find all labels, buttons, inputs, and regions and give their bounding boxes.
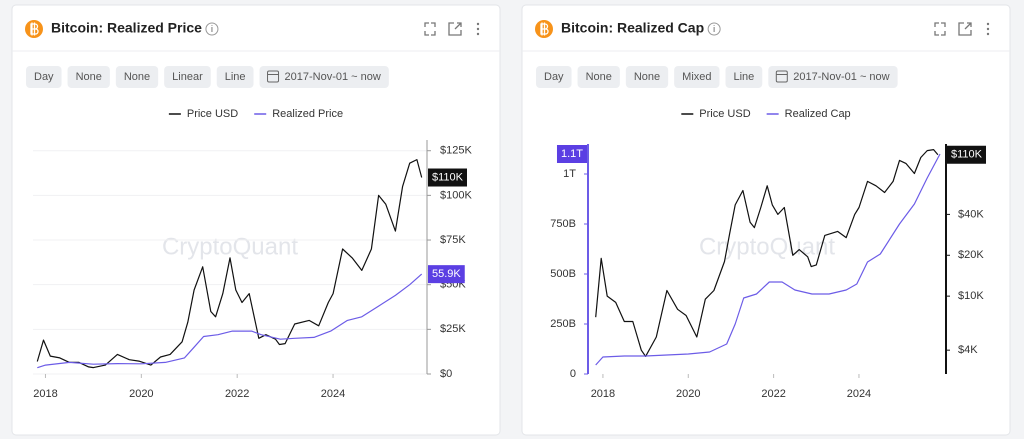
value-badge-label: $110K: [951, 149, 983, 161]
y-tick-label: 0: [570, 368, 576, 380]
value-badge: [428, 265, 465, 284]
menu-dot[interactable]: [476, 32, 480, 36]
x-tick-label: 2022: [761, 388, 785, 400]
watermark: CryptoQuant: [699, 233, 835, 260]
legend-label: Realized Cap: [785, 108, 851, 120]
watermark: CryptoQuant: [162, 233, 298, 260]
value-badge: [947, 145, 986, 164]
x-tick-label: 2024: [321, 388, 345, 400]
control-label: Mixed: [682, 71, 711, 83]
control-button[interactable]: [674, 66, 720, 88]
legend-label: Realized Price: [272, 108, 343, 120]
y2-tick-label: $10K: [958, 290, 984, 302]
value-badge-label: 1.1T: [561, 148, 583, 160]
menu-dot[interactable]: [986, 32, 990, 36]
y-tick-label: 1T: [563, 168, 576, 180]
control-button[interactable]: [216, 66, 254, 88]
calendar-icon: [267, 70, 280, 83]
control-button[interactable]: [115, 66, 159, 88]
control-label: Line: [734, 71, 755, 83]
control-button[interactable]: [26, 66, 62, 88]
series-line: [595, 153, 941, 366]
control-button[interactable]: [67, 66, 110, 88]
y2-tick-label: $4K: [958, 344, 978, 356]
control-label: Linear: [172, 71, 203, 83]
control-label: 2017-Nov-01 ~ now: [285, 71, 381, 83]
control-label: None: [76, 71, 102, 83]
control-button[interactable]: [536, 66, 572, 88]
y2-tick-label: $40K: [958, 208, 984, 220]
x-tick-label: 2018: [33, 388, 57, 400]
bitcoin-logo-mark: [540, 22, 549, 36]
control-button[interactable]: [625, 66, 669, 88]
value-badge: [556, 145, 587, 163]
y2-tick-label: $20K: [958, 249, 984, 261]
y-tick-label: $75K: [440, 234, 466, 246]
x-tick-label: 2022: [225, 388, 249, 400]
control-label: None: [124, 71, 150, 83]
control-label: Day: [34, 71, 54, 83]
menu-dot[interactable]: [476, 22, 480, 26]
fullscreen-icon[interactable]: [934, 22, 946, 36]
info-icon[interactable]: [205, 22, 219, 36]
value-badge-label: 55.9K: [432, 268, 461, 280]
control-button[interactable]: [768, 66, 898, 88]
fullscreen-icon[interactable]: [424, 22, 436, 36]
y-tick-label: 500B: [550, 268, 576, 280]
x-tick-label: 2020: [129, 388, 153, 400]
menu-dot[interactable]: [476, 27, 480, 31]
y-tick-label: $100K: [440, 189, 472, 201]
control-label: None: [634, 71, 660, 83]
card: [11, 4, 501, 436]
series-line: [37, 273, 423, 369]
y-tick-label: $125K: [440, 145, 472, 157]
y-tick-label: 750B: [550, 218, 576, 230]
share-icon[interactable]: [958, 22, 972, 36]
series-line: [595, 149, 939, 357]
menu-dot[interactable]: [986, 22, 990, 26]
bitcoin-logo-mark: [30, 22, 39, 36]
control-button[interactable]: [725, 66, 763, 88]
x-tick-label: 2018: [591, 388, 615, 400]
value-badge: [428, 168, 467, 187]
control-label: 2017-Nov-01 ~ now: [793, 71, 889, 83]
legend-label: Price USD: [699, 108, 750, 120]
x-tick-label: 2024: [847, 388, 871, 400]
chart-title: Bitcoin: Realized Cap: [561, 20, 704, 36]
calendar-icon: [775, 70, 788, 83]
legend-label: Price USD: [187, 108, 238, 120]
y-tick-label: 250B: [550, 318, 576, 330]
card: [521, 4, 1011, 436]
info-icon[interactable]: [707, 22, 721, 36]
share-icon[interactable]: [448, 22, 462, 36]
menu-dot[interactable]: [986, 27, 990, 31]
control-button[interactable]: [259, 66, 389, 88]
control-label: Line: [225, 71, 246, 83]
chart-title: Bitcoin: Realized Price: [51, 20, 202, 36]
control-button[interactable]: [577, 66, 620, 88]
y-tick-label: $25K: [440, 323, 466, 335]
series-line: [36, 159, 423, 369]
control-button[interactable]: [164, 66, 211, 88]
x-tick-label: 2020: [676, 388, 700, 400]
control-label: Day: [544, 71, 564, 83]
value-badge-label: $110K: [432, 171, 464, 183]
y-tick-label: $0: [440, 368, 452, 380]
control-label: None: [586, 71, 612, 83]
